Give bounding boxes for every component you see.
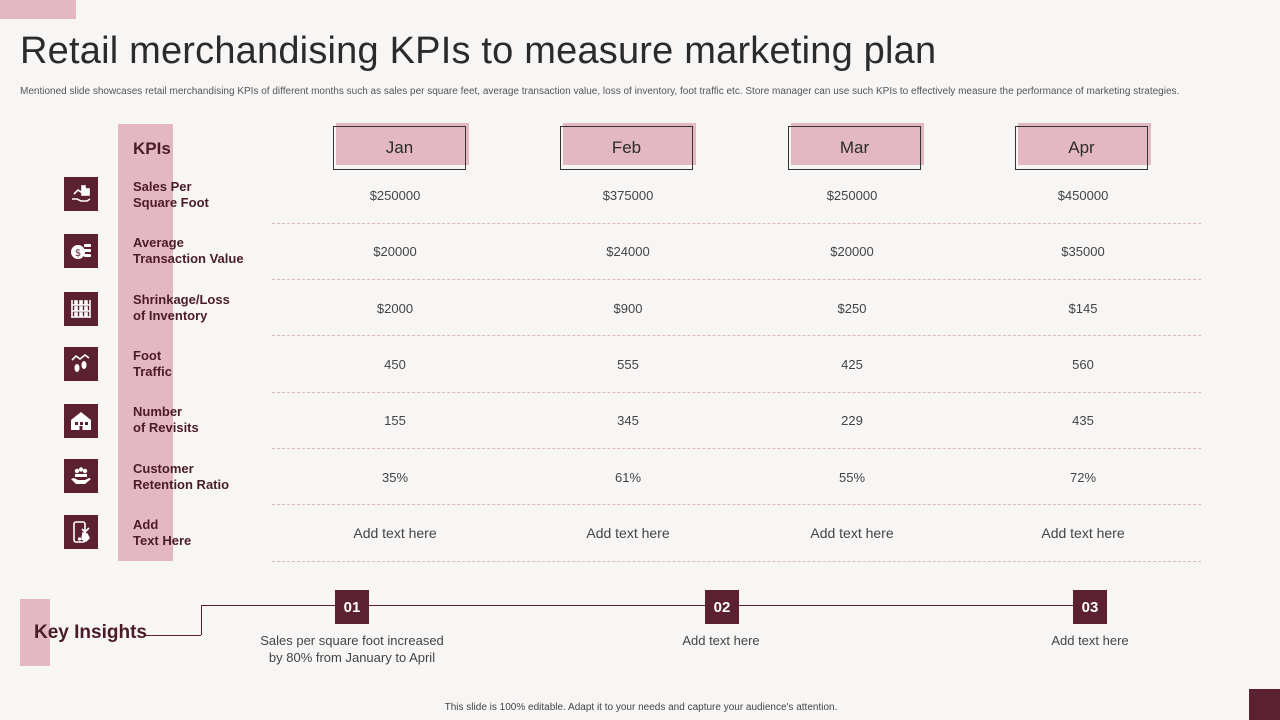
connector-line	[145, 635, 201, 636]
cell-revisits-mar: 229	[841, 413, 863, 428]
cell-shrink-feb: $900	[613, 301, 643, 316]
row-divider	[272, 448, 1201, 449]
insight-text-01: Sales per square foot increased by 80% f…	[242, 632, 462, 666]
kpi-header: KPIs	[133, 139, 171, 158]
cell-retention-jan: 35%	[381, 470, 409, 485]
row-divider	[272, 392, 1201, 393]
kpi-label-line: Number	[133, 404, 183, 419]
transaction-value-icon: $	[64, 234, 98, 268]
cell-revisits-feb: 345	[617, 413, 639, 428]
kpi-label-line: Traffic	[133, 364, 173, 379]
cell-atv-mar: $20000	[830, 244, 874, 259]
foot-traffic-icon	[64, 347, 98, 381]
cell-sales-apr: $450000	[1057, 188, 1109, 203]
kpi-label-foot-traffic: Foot Traffic	[133, 348, 172, 380]
kpi-label-line: Foot	[133, 348, 162, 363]
svg-text:$: $	[75, 248, 81, 259]
kpi-label-line: Text Here	[133, 533, 192, 548]
cell-shrink-apr: $145	[1068, 301, 1098, 316]
insight-badge-03: 03	[1073, 590, 1107, 624]
cell-traffic-feb: 555	[617, 357, 639, 372]
kpi-label-line: of Inventory	[133, 308, 208, 323]
connector-line	[201, 605, 202, 635]
cell-revisits-jan: 155	[384, 413, 406, 428]
row-divider	[272, 279, 1201, 280]
cell-atv-apr: $35000	[1061, 244, 1105, 259]
month-header-mar: Mar	[788, 123, 924, 170]
insight-line: Sales per square foot increased	[260, 633, 444, 648]
insight-badge-02: 02	[705, 590, 739, 624]
insight-line: Add text here	[682, 633, 760, 648]
timeline-line	[201, 605, 1091, 606]
cell-add-jan: Add text here	[353, 525, 437, 541]
top-accent-bar	[0, 0, 76, 19]
key-insights-band	[20, 599, 50, 666]
mobile-touch-icon	[64, 515, 98, 549]
month-header-jan: Jan	[333, 123, 469, 170]
kpi-label-shrinkage: Shrinkage/Loss of Inventory	[133, 292, 230, 324]
kpi-label-line: Customer	[133, 461, 194, 476]
month-header-fill	[1018, 123, 1151, 165]
kpi-label-average-transaction-value: Average Transaction Value	[133, 235, 244, 267]
cell-traffic-jan: 450	[384, 357, 406, 372]
cell-add-mar: Add text here	[810, 525, 894, 541]
inventory-shelf-icon	[64, 292, 98, 326]
kpi-label-line: Transaction Value	[133, 251, 244, 266]
cell-shrink-jan: $2000	[376, 301, 414, 316]
cell-revisits-apr: 435	[1072, 413, 1094, 428]
cell-retention-apr: 72%	[1069, 470, 1097, 485]
row-divider	[272, 504, 1201, 505]
kpi-label-line: of Revisits	[133, 420, 199, 435]
insight-badge-01: 01	[335, 590, 369, 624]
corner-accent	[1249, 689, 1280, 720]
kpi-label-line: Square Foot	[133, 195, 209, 210]
cell-add-apr: Add text here	[1041, 525, 1125, 541]
month-header-label: Jan	[333, 126, 466, 170]
kpi-label-retention: Customer Retention Ratio	[133, 461, 229, 493]
month-header-fill	[563, 123, 696, 165]
slide-subtitle: Mentioned slide showcases retail merchan…	[20, 86, 1180, 97]
store-revisits-icon	[64, 404, 98, 438]
cell-sales-jan: $250000	[369, 188, 421, 203]
kpi-label-add-text: Add Text Here	[133, 517, 191, 549]
cell-traffic-mar: 425	[841, 357, 863, 372]
kpi-label-line: Add	[133, 517, 159, 532]
key-insights-label: Key Insights	[34, 622, 147, 643]
cell-atv-jan: $20000	[373, 244, 417, 259]
kpi-label-line: Average	[133, 235, 184, 250]
footer-note: This slide is 100% editable. Adapt it to…	[444, 702, 838, 713]
row-divider	[272, 223, 1201, 224]
month-header-label: Mar	[788, 126, 921, 170]
cell-sales-feb: $375000	[602, 188, 654, 203]
slide-title: Retail merchandising KPIs to measure mar…	[20, 30, 937, 72]
cell-traffic-apr: 560	[1072, 357, 1094, 372]
cell-shrink-mar: $250	[837, 301, 867, 316]
sales-per-square-foot-icon	[64, 177, 98, 211]
kpi-label-line: Retention Ratio	[133, 477, 230, 492]
kpi-label-line: Shrinkage/Loss	[133, 292, 230, 307]
month-header-apr: Apr	[1015, 123, 1151, 170]
kpi-label-sales-per-square-foot: Sales Per Square Foot	[133, 179, 209, 211]
row-divider	[272, 561, 1201, 562]
kpi-label-revisits: Number of Revisits	[133, 404, 199, 436]
cell-retention-feb: 61%	[614, 470, 642, 485]
month-header-fill	[791, 123, 924, 165]
insight-text-02: Add text here	[611, 632, 831, 649]
month-header-feb: Feb	[560, 123, 696, 170]
insight-text-03: Add text here	[980, 632, 1200, 649]
row-divider	[272, 335, 1201, 336]
insight-line: by 80% from January to April	[268, 650, 436, 665]
cell-add-feb: Add text here	[586, 525, 670, 541]
month-header-label: Apr	[1015, 126, 1148, 170]
cell-retention-mar: 55%	[838, 470, 866, 485]
customer-retention-icon	[64, 459, 98, 493]
cell-sales-mar: $250000	[826, 188, 878, 203]
month-header-label: Feb	[560, 126, 693, 170]
kpi-label-line: Sales Per	[133, 179, 192, 194]
cell-atv-feb: $24000	[606, 244, 650, 259]
month-header-fill	[336, 123, 469, 165]
insight-line: Add text here	[1051, 633, 1129, 648]
kpi-column-band	[118, 124, 173, 561]
